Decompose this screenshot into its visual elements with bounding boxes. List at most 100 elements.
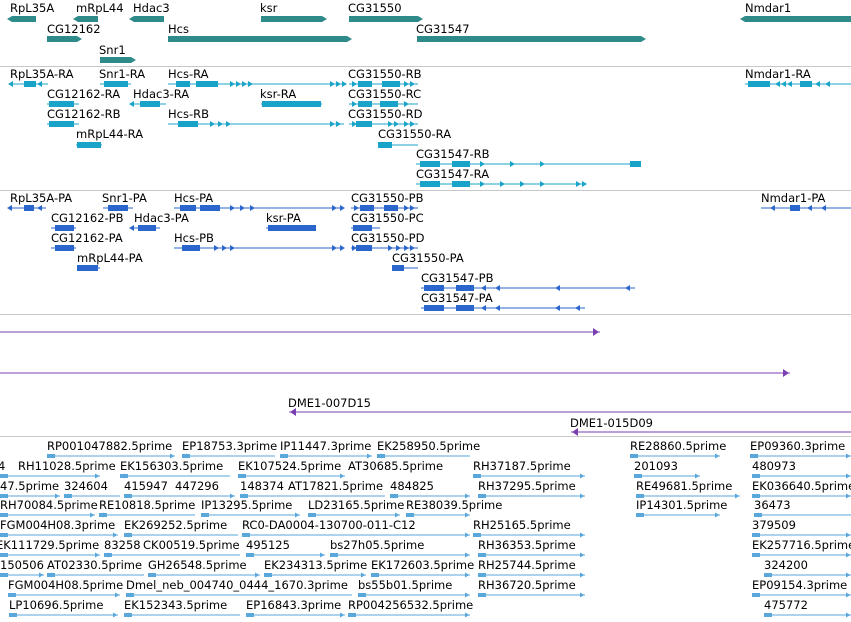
est-block[interactable] xyxy=(752,494,760,498)
transcript-label[interactable]: CG31550-RB xyxy=(348,67,422,81)
protein-exon[interactable] xyxy=(392,265,404,271)
transcript-label[interactable]: RpL35A-RA xyxy=(10,67,74,81)
est-label[interactable]: 484825 xyxy=(390,479,434,493)
est-label[interactable]: 36473 xyxy=(754,498,791,512)
est-block[interactable] xyxy=(246,553,254,557)
est-label[interactable]: EP09360.3prime xyxy=(750,439,846,453)
protein-exon[interactable] xyxy=(353,225,372,231)
transcript-label[interactable]: Hcs-RA xyxy=(168,67,209,81)
transcript-label[interactable]: CG31547-RA xyxy=(416,167,490,181)
protein-label[interactable]: CG31547-PA xyxy=(421,291,493,305)
transcript-label[interactable]: ksr-RA xyxy=(260,87,297,101)
transcript-label[interactable]: Nmdar1-RA xyxy=(745,67,811,81)
protein-exon[interactable] xyxy=(180,205,196,211)
est-label[interactable]: EK107524.5prime xyxy=(238,459,342,473)
protein-exon[interactable] xyxy=(424,305,444,311)
est-label[interactable]: 324200 xyxy=(764,558,808,572)
transcript-exon[interactable] xyxy=(196,81,218,87)
est-block[interactable] xyxy=(0,513,8,517)
est-label[interactable]: FGM004H08.3prime xyxy=(0,518,116,532)
est-block[interactable] xyxy=(0,553,8,557)
gene-feature-bar[interactable] xyxy=(168,36,347,42)
transcript-label[interactable]: CG31550-RC xyxy=(348,87,422,101)
est-block[interactable] xyxy=(371,573,379,577)
est-label[interactable]: AT02330.5prime xyxy=(47,558,143,572)
transcript-exon[interactable] xyxy=(748,81,770,87)
protein-label[interactable]: Hdac3-PA xyxy=(134,211,189,225)
clone-label[interactable]: DME1-007D15 xyxy=(288,396,371,410)
transcript-label[interactable]: CG31550-RA xyxy=(378,127,452,141)
est-block[interactable] xyxy=(9,613,17,617)
transcript-exon[interactable] xyxy=(358,81,372,87)
est-block[interactable] xyxy=(330,553,338,557)
est-block[interactable] xyxy=(473,474,481,478)
est-label[interactable]: RH25744.5prime xyxy=(478,558,576,572)
gene-label[interactable]: Hdac3 xyxy=(133,1,170,15)
est-block[interactable] xyxy=(308,513,316,517)
transcript-exon[interactable] xyxy=(800,81,812,87)
est-label[interactable]: EK257716.5prime xyxy=(752,538,851,552)
est-block[interactable] xyxy=(390,494,398,498)
gene-feature-bar[interactable] xyxy=(349,16,418,22)
transcript-exon[interactable] xyxy=(104,81,128,87)
est-label[interactable]: EP18753.3prime xyxy=(182,439,278,453)
protein-label[interactable]: Snr1-PA xyxy=(102,191,147,205)
est-label[interactable]: 324604 xyxy=(64,479,108,493)
est-label[interactable]: RE28860.5prime xyxy=(630,439,727,453)
gene-label[interactable]: CG31550 xyxy=(348,1,402,15)
est-block[interactable] xyxy=(0,474,8,478)
est-label[interactable]: IP13295.5prime xyxy=(201,498,293,512)
est-label[interactable]: 415947 xyxy=(124,479,168,493)
protein-exon[interactable] xyxy=(182,245,200,251)
transcript-exon[interactable] xyxy=(140,101,160,107)
est-block[interactable] xyxy=(478,593,486,597)
transcript-exon[interactable] xyxy=(630,161,641,167)
protein-label[interactable]: Hcs-PA xyxy=(174,191,214,205)
transcript-label[interactable]: Hcs-RB xyxy=(168,107,209,121)
gene-feature-bar[interactable] xyxy=(261,16,322,22)
protein-exon[interactable] xyxy=(384,205,398,211)
gene-feature-bar[interactable] xyxy=(134,16,164,22)
transcript-exon[interactable] xyxy=(420,181,440,187)
est-label[interactable]: AT30685.5prime xyxy=(348,459,444,473)
protein-label[interactable]: Nmdar1-PA xyxy=(761,191,826,205)
est-label[interactable]: RH70084.5prime xyxy=(0,498,98,512)
est-block[interactable] xyxy=(630,454,638,458)
est-label[interactable]: RC0-DA0004-130700-011-C12 xyxy=(242,518,416,532)
transcript-exon[interactable] xyxy=(380,101,398,107)
transcript-exon[interactable] xyxy=(420,161,440,167)
protein-exon[interactable] xyxy=(24,205,34,211)
clone-label[interactable]: DME1-015D09 xyxy=(570,416,653,430)
transcript-label[interactable]: Hdac3-RA xyxy=(133,87,190,101)
est-block[interactable] xyxy=(0,494,8,498)
protein-exon[interactable] xyxy=(456,305,474,311)
gene-feature-bar[interactable] xyxy=(12,16,36,22)
transcript-label[interactable]: CG31547-RB xyxy=(416,147,490,161)
transcript-exon[interactable] xyxy=(262,101,321,107)
est-label[interactable]: RP004256532.5prime xyxy=(348,598,474,612)
est-label[interactable]: 4 xyxy=(0,459,6,473)
protein-label[interactable]: RpL35A-PA xyxy=(10,191,73,205)
protein-label[interactable]: ksr-PA xyxy=(266,211,301,225)
gene-label[interactable]: ksr xyxy=(260,1,278,15)
est-label[interactable]: 495125 xyxy=(246,538,290,552)
transcript-exon[interactable] xyxy=(24,81,36,87)
est-block[interactable] xyxy=(473,533,481,537)
est-label[interactable]: RE10818.5prime xyxy=(99,498,196,512)
transcript-label[interactable]: mRpL44-RA xyxy=(76,127,144,141)
gene-label[interactable]: Snr1 xyxy=(99,43,126,57)
est-block[interactable] xyxy=(764,613,772,617)
est-label[interactable]: FGM004H08.5prime xyxy=(8,578,124,592)
est-label[interactable]: IP14301.5prime xyxy=(636,498,728,512)
gene-label[interactable]: Nmdar1 xyxy=(745,1,792,15)
gene-label[interactable]: mRpL44 xyxy=(76,1,124,15)
est-block[interactable] xyxy=(752,553,760,557)
est-label[interactable]: 47.5prime xyxy=(0,479,60,493)
est-label[interactable]: EK152343.5prime xyxy=(124,598,228,612)
transcript-exon[interactable] xyxy=(176,81,190,87)
est-label[interactable]: 148374 xyxy=(240,479,284,493)
protein-exon[interactable] xyxy=(360,205,374,211)
protein-exon[interactable] xyxy=(55,245,74,251)
est-block[interactable] xyxy=(752,533,760,537)
est-block[interactable] xyxy=(0,573,8,577)
